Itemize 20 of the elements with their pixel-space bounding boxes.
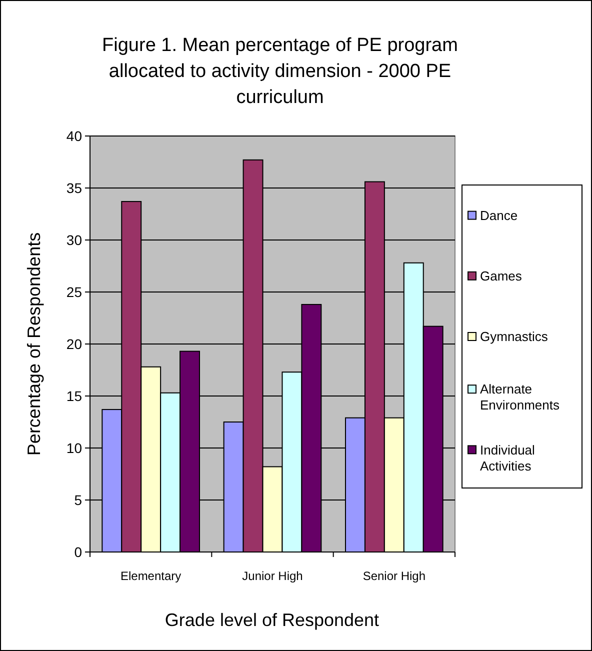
y-tick-label: 25 [66, 284, 82, 300]
y-tick-label: 10 [66, 440, 82, 456]
chart-title: Figure 1. Mean percentage of PE program allocated to activity dimension - 2000 PE curriculum [102, 35, 458, 108]
y-tick-label: 5 [74, 492, 82, 508]
legend-label: Alternate Environments [480, 382, 560, 413]
y-tick-label: 20 [66, 336, 82, 352]
legend-label: Individual Activities [480, 442, 536, 474]
y-tick-label: 35 [66, 180, 82, 196]
x-axis-title: Grade level of Respondent [164, 610, 380, 630]
y-axis-title: Percentage of Respondents [24, 232, 44, 456]
legend-label: Games [480, 268, 522, 284]
x-tick-label: Junior High [242, 569, 303, 583]
x-tick-label: Senior High [362, 569, 426, 583]
x-tick-label: Elementary [120, 569, 182, 583]
legend-label: Gymnastics [480, 329, 548, 344]
y-tick-label: 40 [66, 128, 82, 144]
y-tick-label: 15 [66, 388, 82, 404]
y-tick-label: 30 [66, 232, 82, 248]
legend-label: Dance [480, 208, 518, 223]
y-tick-label: 0 [74, 544, 82, 560]
